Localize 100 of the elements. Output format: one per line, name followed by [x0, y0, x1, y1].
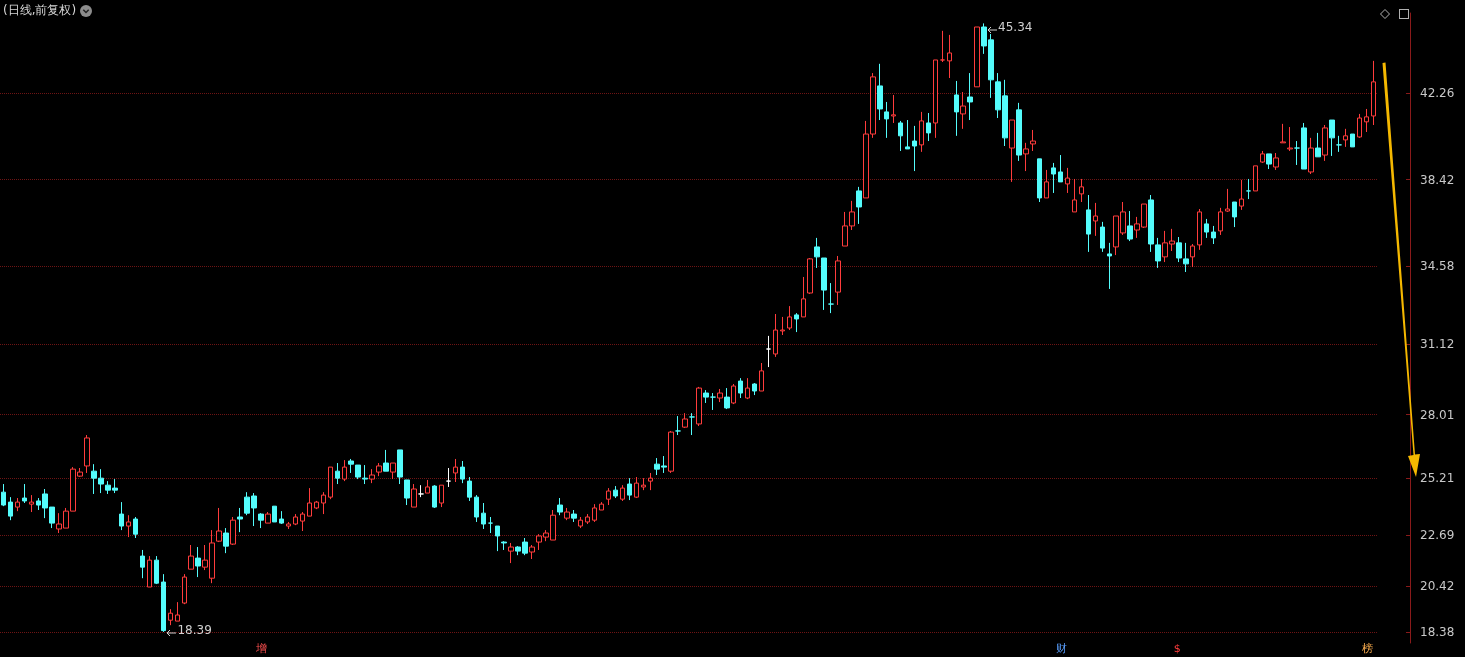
y-tick-label: 38.42: [1420, 172, 1455, 187]
candlestick: [321, 491, 326, 515]
candlestick: [620, 484, 625, 502]
candlestick: [1065, 167, 1070, 194]
candlestick: [1371, 60, 1376, 126]
candlestick: [738, 377, 743, 399]
candlestick: [766, 335, 771, 368]
candlestick: [29, 494, 34, 513]
annotation: 财: [1054, 642, 1068, 655]
candlestick: [1280, 123, 1286, 144]
candlestick: [954, 80, 959, 137]
candlestick: [1266, 153, 1272, 170]
candlestick: [794, 312, 799, 333]
candlestick: [446, 467, 451, 488]
candlestick: [668, 430, 674, 474]
candlestick: [216, 507, 222, 543]
candlestick: [1260, 150, 1265, 164]
candlestick: [397, 449, 403, 485]
candlestick: [147, 555, 152, 588]
candlestick: [877, 63, 883, 121]
candlestick: [1246, 178, 1251, 200]
candlestick: [571, 509, 577, 523]
candlestick: [195, 546, 201, 578]
candlestick: [1350, 133, 1355, 148]
candlestick: [286, 521, 291, 530]
candlestick: [495, 525, 500, 552]
candlestick: [168, 608, 173, 626]
candlestick: [418, 484, 424, 498]
candlestick: [585, 513, 590, 525]
candlestick: [1030, 129, 1036, 152]
candlestick: [891, 94, 896, 124]
candlestick: [1127, 210, 1133, 242]
annotation: 45.34: [998, 20, 1033, 35]
candlestick: [425, 479, 430, 494]
candlestick: [140, 549, 145, 579]
candlestick: [1072, 178, 1077, 213]
candlestick: [710, 392, 716, 411]
candlestick: [759, 362, 764, 392]
candlestick: [1308, 137, 1314, 175]
candlestick: [1044, 169, 1049, 199]
y-tick-label: 22.69: [1420, 527, 1455, 542]
candlestick: [912, 125, 917, 172]
candlestick: [724, 387, 730, 410]
candlestick: [947, 34, 952, 79]
candlestick: [696, 386, 702, 427]
candlestick: [1, 483, 6, 507]
y-tick-label: 31.12: [1420, 337, 1455, 352]
candlestick: [599, 501, 604, 511]
candlestick: [188, 544, 194, 570]
candlestick: [1204, 218, 1209, 239]
candlestick: [161, 573, 166, 633]
candlestick: [1093, 202, 1098, 237]
candlestick: [564, 507, 570, 521]
candlestick: [801, 276, 806, 318]
chart-title: (日线,前复权): [3, 2, 77, 19]
annotation: 增: [254, 642, 268, 655]
candlestick: [300, 511, 305, 532]
candlestick: [467, 476, 472, 502]
candlestick: [328, 466, 333, 500]
candlestick: [383, 449, 389, 472]
candlestick: [1037, 158, 1042, 203]
candlestick: [940, 30, 945, 63]
candlestick: [557, 497, 563, 516]
candlestick: [369, 468, 375, 484]
candlestick: [1086, 194, 1091, 253]
candlestick: [884, 101, 889, 139]
candlestick: [314, 500, 319, 510]
candlestick: [1273, 152, 1279, 171]
candlestick: [1329, 119, 1335, 157]
candlestick: [272, 505, 277, 523]
candlestick: [15, 497, 20, 512]
candlestick: [84, 434, 90, 474]
candlestick: [926, 112, 931, 142]
candlestick: [404, 479, 410, 506]
candlestick: [787, 305, 792, 331]
candlestick: [22, 483, 27, 504]
annotation: $: [1172, 642, 1182, 655]
candlestick: [627, 477, 632, 501]
candlestick: [1336, 135, 1342, 153]
candlestick: [933, 59, 938, 139]
candlestick: [1357, 113, 1362, 139]
candlestick: [376, 462, 382, 477]
y-tick-label: 20.42: [1420, 579, 1455, 594]
candlestick: [175, 601, 180, 622]
candlestick: [1023, 142, 1029, 172]
candlestick: [342, 459, 347, 482]
candlestick: [606, 487, 611, 506]
candlestick: [126, 514, 131, 538]
candlestick: [919, 111, 924, 153]
candlestick: [501, 540, 507, 551]
candlestick: [8, 496, 13, 521]
candlestick: [835, 255, 841, 306]
annotation: 榜: [1360, 642, 1374, 655]
candlestick: [828, 282, 834, 314]
candlestick: [1364, 108, 1369, 133]
candlestick: [488, 516, 493, 534]
candlestick: [967, 72, 973, 121]
candlestick: [1218, 207, 1223, 236]
candlestick: [390, 462, 396, 480]
candlestick: [960, 91, 966, 130]
